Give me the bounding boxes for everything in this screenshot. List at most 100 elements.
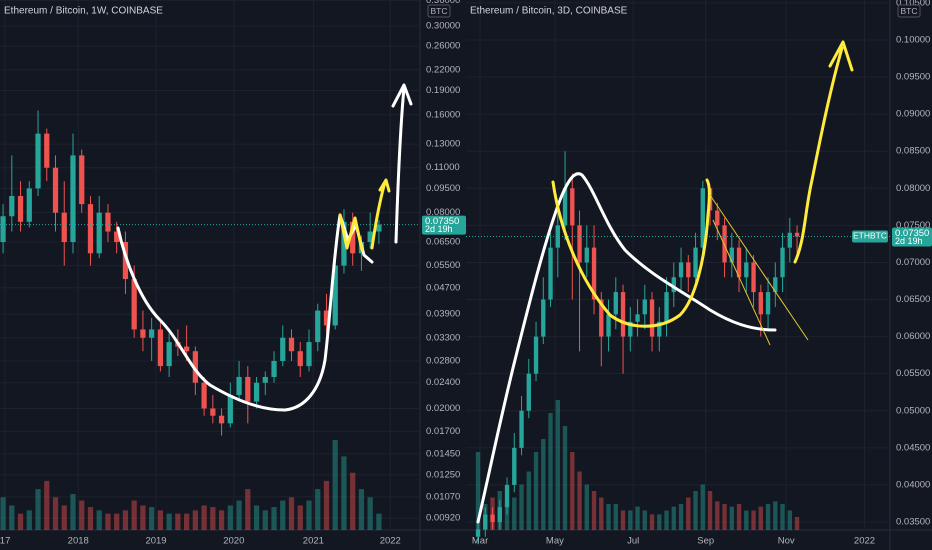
volume-bar — [376, 513, 382, 530]
candle-body — [780, 247, 785, 278]
volume-bar — [271, 507, 277, 530]
volume-bar — [131, 500, 137, 530]
y-tick-label: 0.19000 — [426, 85, 460, 96]
x-tick-label: Mar — [472, 536, 488, 547]
candle-body — [350, 221, 356, 254]
y-tick-label: 0.06500 — [896, 294, 930, 305]
candle-body — [218, 415, 225, 424]
volume-bar — [729, 506, 734, 530]
candle-body — [678, 262, 684, 278]
candle-body — [599, 299, 604, 337]
volume-bar — [642, 510, 647, 530]
candle-body — [548, 247, 553, 300]
symbol-label: ETHBTC — [853, 231, 887, 241]
candle-body — [96, 212, 102, 254]
volume-bar — [548, 413, 553, 530]
currency-box — [427, 4, 451, 18]
y-tick-label: 0.13000 — [426, 139, 460, 150]
volume-bar — [280, 500, 286, 530]
candle-body — [562, 188, 568, 226]
currency-box — [897, 4, 921, 18]
candle-body — [686, 262, 691, 278]
volume-bar — [562, 426, 568, 530]
candle-body — [236, 376, 242, 396]
candle-body — [149, 329, 155, 338]
volume-bar — [475, 452, 481, 530]
volume-bar — [288, 497, 295, 530]
candle-body — [35, 133, 41, 189]
x-tick-label: 2021 — [303, 536, 324, 547]
volume-bar — [541, 439, 546, 530]
y-tick-label: 0.05500 — [426, 260, 460, 271]
candle-body — [157, 329, 164, 367]
volume-bar — [253, 505, 260, 530]
volume-bar — [35, 489, 41, 530]
volume-bar — [297, 505, 303, 530]
volume-bar — [751, 510, 756, 530]
candle-body — [504, 484, 510, 508]
trend-lines — [709, 194, 809, 346]
volume-bar — [367, 497, 373, 530]
candle-body — [17, 196, 24, 222]
y-tick-label: 0.02800 — [426, 355, 460, 366]
x-tick-label: 2018 — [68, 536, 89, 547]
white-curve — [476, 172, 777, 524]
volume-bar — [323, 480, 330, 530]
volume-bar — [9, 505, 15, 530]
x-tick-label: 17 — [0, 536, 10, 547]
volume-bar — [341, 456, 347, 530]
volume-bar — [519, 484, 524, 530]
volume-bar — [620, 510, 626, 530]
y-tick-label: 0.00920 — [426, 513, 460, 524]
volume-bar — [555, 400, 560, 530]
y-tick-label: 0.10000 — [896, 34, 930, 45]
candle-body — [332, 265, 338, 326]
volume-bar — [628, 510, 633, 530]
volume-bar — [722, 504, 727, 530]
candle-body — [729, 247, 734, 263]
candle-body — [61, 212, 67, 243]
x-tick-label: 2020 — [223, 536, 244, 547]
candle-body — [131, 279, 137, 330]
y-tick-label: 0.07500 — [896, 220, 930, 231]
volume-bar — [122, 510, 129, 530]
volume-bar — [584, 484, 589, 530]
volume-bar — [44, 480, 50, 530]
candle-body — [512, 447, 517, 485]
volume-bar — [245, 489, 251, 530]
y-tick-label: 0.11000 — [426, 162, 460, 173]
chart-title: Ethereum / Bitcoin, 1W, COINBASE — [4, 6, 163, 17]
candle-body — [490, 514, 495, 522]
volume-bar — [758, 506, 763, 530]
y-tick-label: 0.06500 — [426, 237, 460, 248]
volume-bar — [358, 489, 365, 530]
y-tick-label: 0.04500 — [896, 442, 930, 453]
y-tick-label: 0.08000 — [426, 207, 460, 218]
candle-body — [306, 342, 312, 367]
candle-body — [210, 408, 216, 416]
volume-bar — [192, 510, 198, 530]
last-price-label: 0.07350 — [425, 216, 459, 227]
yellow-cup — [551, 178, 711, 328]
y-tick-label: 0.01070 — [426, 491, 460, 502]
volume-bar — [780, 504, 785, 530]
volume-bar — [686, 497, 691, 530]
candle-body — [533, 336, 539, 374]
volume-bar — [227, 505, 233, 530]
volume-bar — [736, 504, 742, 530]
candle-body — [315, 310, 321, 343]
candle-body — [52, 167, 59, 213]
volume-bar — [114, 513, 120, 530]
last-price-box — [892, 227, 932, 247]
candle-body — [288, 337, 295, 352]
candle-body — [227, 395, 233, 424]
volume-bar — [671, 506, 676, 530]
drawings — [116, 40, 854, 524]
candle-body — [271, 360, 277, 377]
candle-body — [570, 188, 575, 226]
y-tick-label: 0.07000 — [896, 257, 930, 268]
candle-body — [245, 376, 251, 402]
volume-bar — [26, 510, 32, 530]
candle-body — [635, 314, 640, 322]
